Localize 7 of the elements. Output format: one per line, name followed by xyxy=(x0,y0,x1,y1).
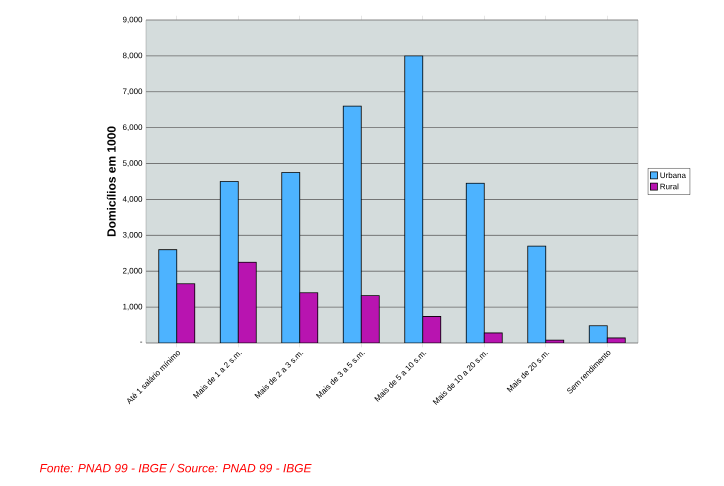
bar xyxy=(238,262,257,343)
bar xyxy=(176,283,196,343)
bar xyxy=(299,292,318,343)
source-note: Fonte: PNAD 99 - IBGE / Source: PNAD 99 - IBGE xyxy=(40,464,312,472)
y-axis-title: Domicílios em 1000 xyxy=(106,126,116,236)
bar xyxy=(360,295,380,343)
bar xyxy=(422,316,442,343)
